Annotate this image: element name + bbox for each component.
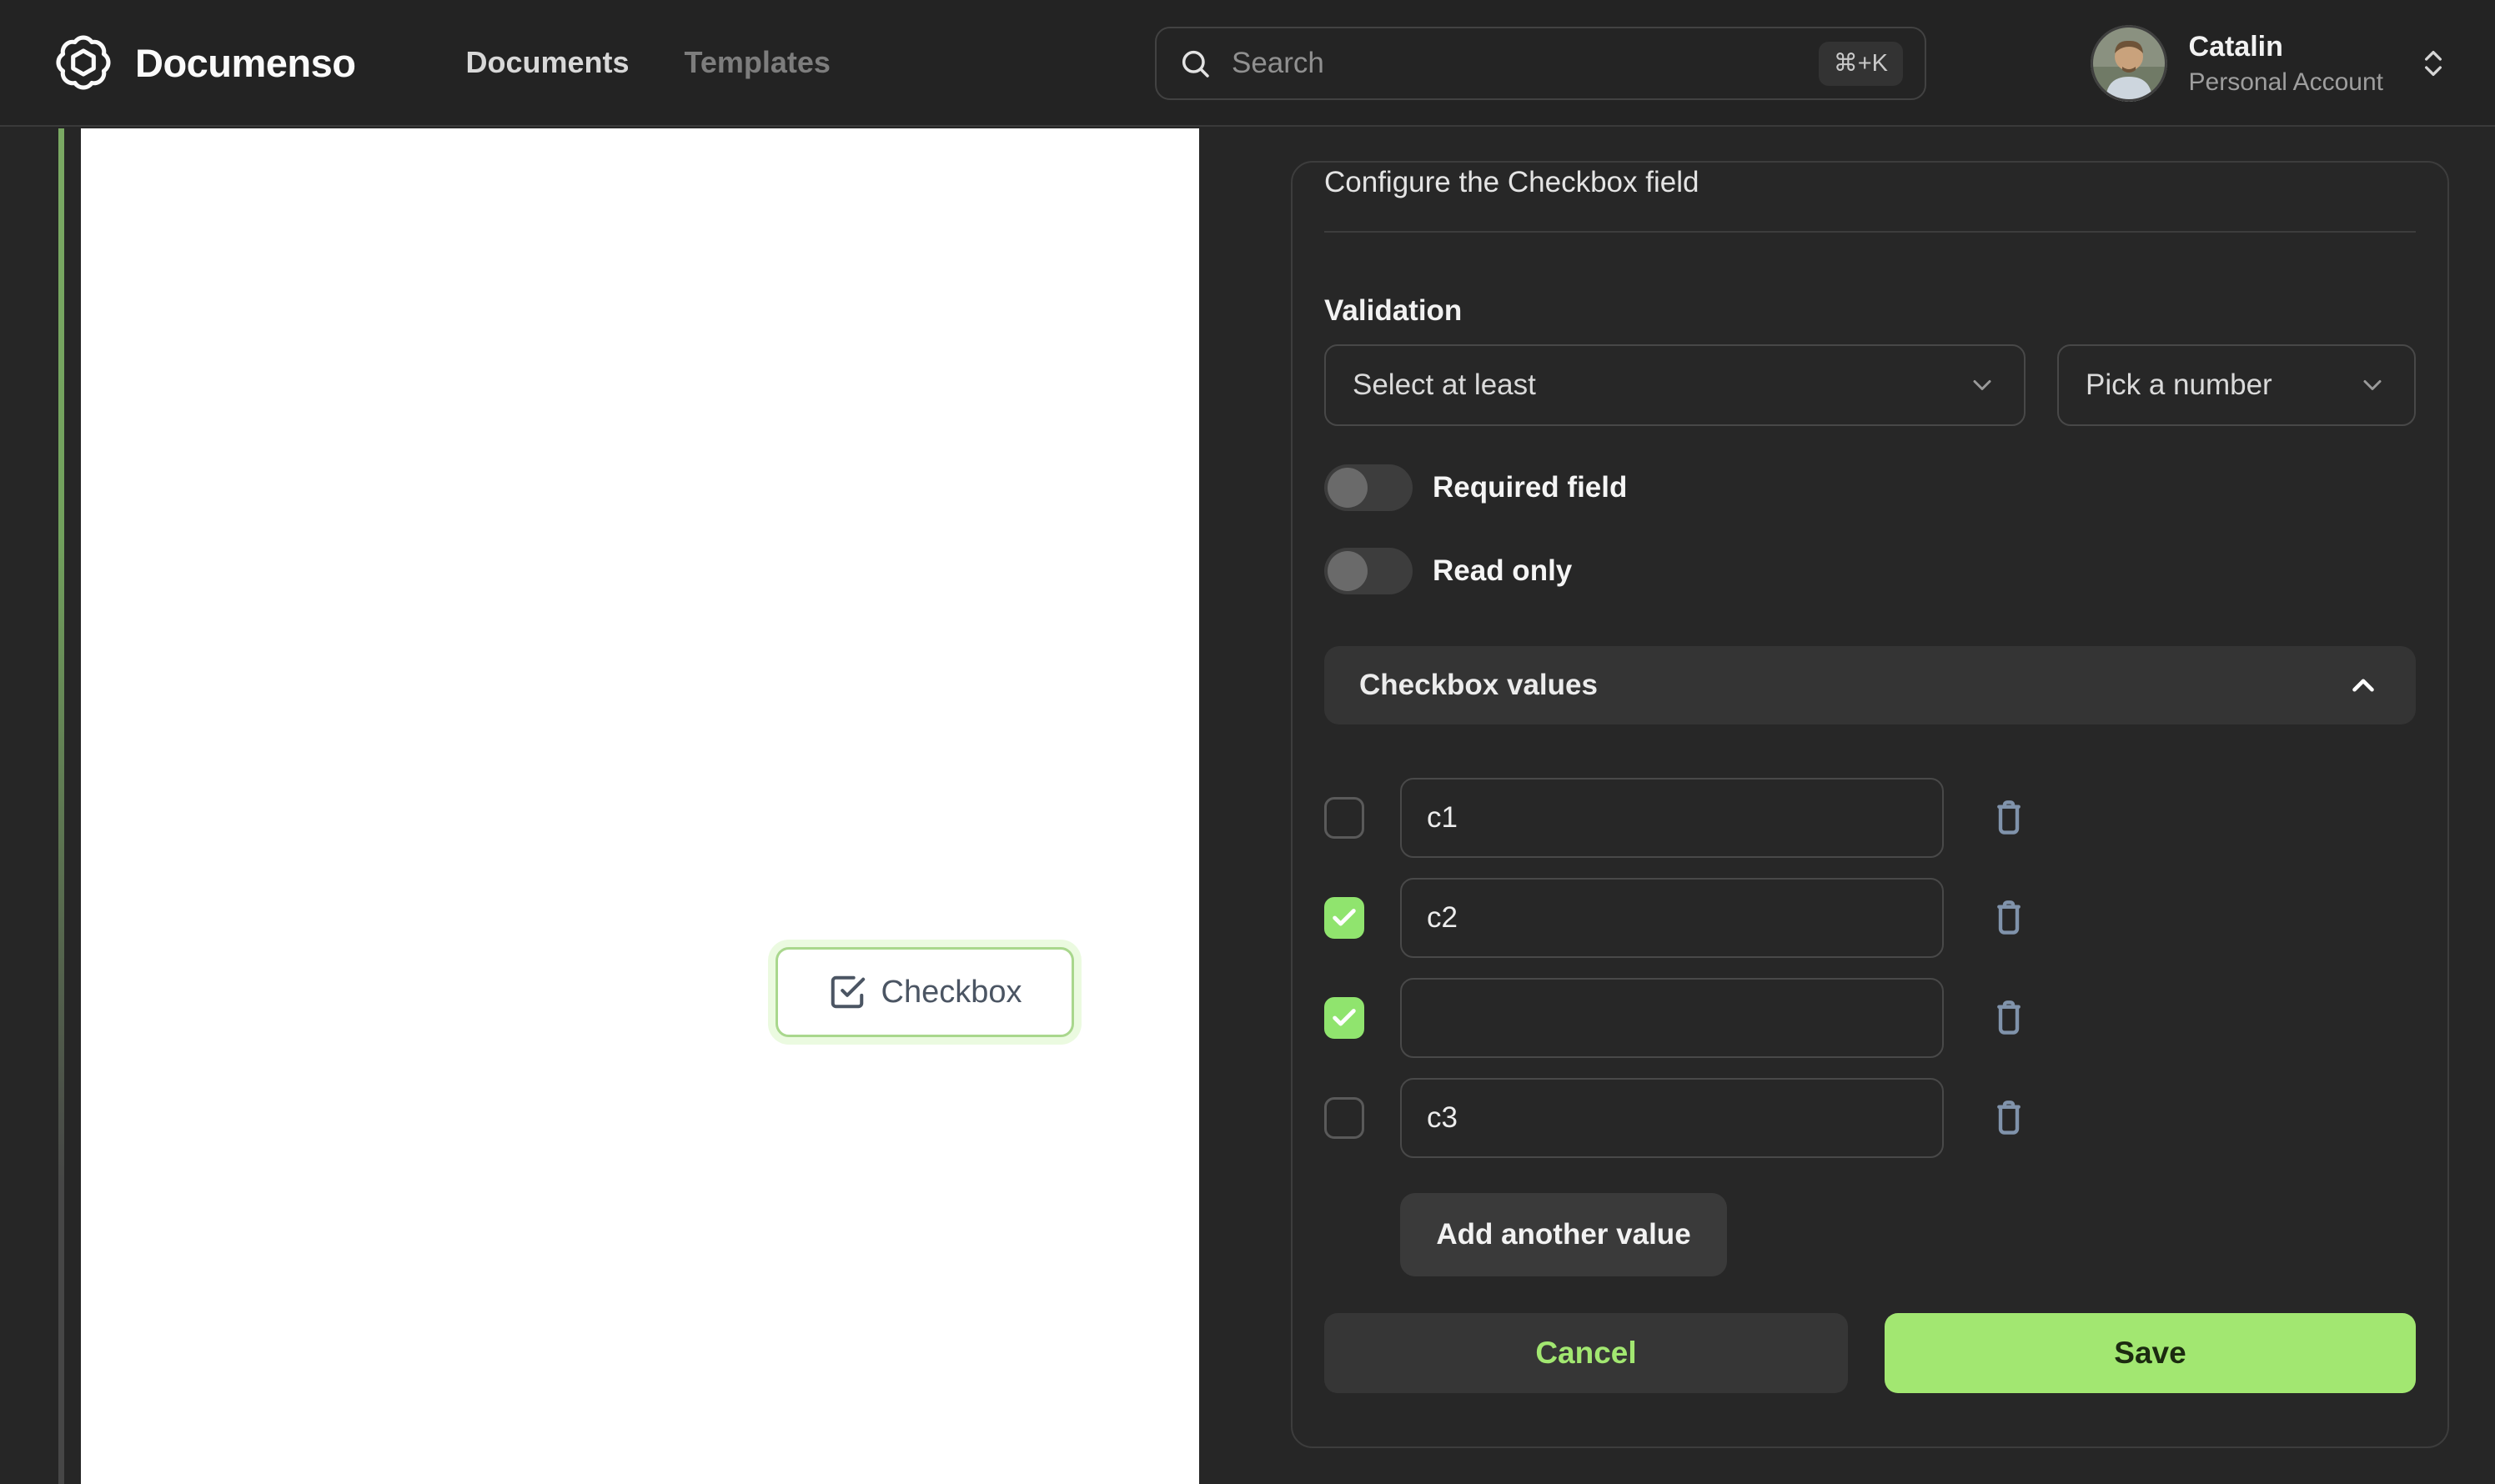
read-only-row: Read only: [1324, 548, 2416, 594]
main-area: Checkbox Configure the Checkbox field Va…: [0, 128, 2495, 1484]
document-page: [81, 128, 1199, 1484]
chevron-down-icon: [1967, 370, 1997, 400]
toggle-knob: [1328, 468, 1368, 508]
checkbox-values-header[interactable]: Checkbox values: [1324, 646, 2416, 724]
add-another-value-button[interactable]: Add another value: [1400, 1193, 1727, 1276]
avatar: [2090, 25, 2167, 102]
value-checkbox[interactable]: [1324, 997, 1364, 1039]
validation-number-select[interactable]: Pick a number: [2057, 344, 2416, 426]
read-only-label: Read only: [1433, 554, 1573, 587]
trash-icon[interactable]: [1988, 1097, 2030, 1139]
save-button[interactable]: Save: [1885, 1313, 2416, 1393]
chevron-down-icon: [2357, 370, 2387, 400]
cancel-button[interactable]: Cancel: [1324, 1313, 1848, 1393]
account-type: Personal Account: [2188, 68, 2383, 96]
value-checkbox[interactable]: [1324, 797, 1364, 839]
chevron-up-icon: [2346, 668, 2381, 703]
validation-selects: Select at least Pick a number: [1324, 344, 2416, 426]
validation-number-value: Pick a number: [2086, 368, 2272, 401]
trash-icon[interactable]: [1988, 897, 2030, 939]
brand-name: Documenso: [135, 40, 356, 85]
checkbox-values-list: [1324, 778, 2416, 1158]
account-name: Catalin: [2188, 30, 2283, 63]
checkbox-value-row: [1324, 1078, 2416, 1158]
divider: [1324, 231, 2416, 233]
value-checkbox[interactable]: [1324, 1097, 1364, 1139]
nav-link-templates[interactable]: Templates: [684, 45, 831, 79]
value-input[interactable]: [1400, 978, 1944, 1058]
required-field-toggle[interactable]: [1324, 464, 1413, 511]
trash-icon[interactable]: [1988, 997, 2030, 1039]
search-input[interactable]: [1232, 47, 1819, 80]
field-label: Checkbox: [881, 974, 1022, 1010]
checkbox-field-on-document[interactable]: Checkbox: [776, 947, 1074, 1037]
panel-title: Configure the Checkbox field: [1324, 166, 1699, 198]
value-input[interactable]: [1400, 878, 1944, 958]
checkbox-value-row: [1324, 878, 2416, 958]
search-bar[interactable]: ⌘+K: [1155, 27, 1926, 100]
checkbox-value-row: [1324, 778, 2416, 858]
search-shortcut-badge: ⌘+K: [1818, 41, 1903, 86]
value-input[interactable]: [1400, 1078, 1944, 1158]
required-field-row: Required field: [1324, 464, 2416, 511]
nav-links: Documents Templates: [466, 45, 831, 80]
search-icon: [1178, 47, 1212, 80]
brand[interactable]: Documenso: [53, 33, 356, 93]
check-square-icon: [828, 973, 866, 1011]
value-input[interactable]: [1400, 778, 1944, 858]
value-checkbox[interactable]: [1324, 897, 1364, 939]
page-accent-line: [58, 128, 64, 1484]
documenso-logo-icon: [53, 33, 113, 93]
panel-actions: Cancel Save: [1324, 1313, 2416, 1393]
trash-icon[interactable]: [1988, 797, 2030, 839]
toggle-knob: [1328, 551, 1368, 591]
validation-rule-value: Select at least: [1353, 368, 1536, 401]
account-menu[interactable]: Catalin Personal Account: [2090, 0, 2450, 127]
checkbox-values-title: Checkbox values: [1359, 669, 1598, 701]
top-navbar: Documenso Documents Templates ⌘+K: [0, 0, 2495, 127]
read-only-toggle[interactable]: [1324, 548, 1413, 594]
required-field-label: Required field: [1433, 471, 1628, 504]
nav-link-documents[interactable]: Documents: [465, 45, 630, 79]
validation-label: Validation: [1324, 294, 1463, 327]
checkbox-value-row: [1324, 978, 2416, 1058]
validation-rule-select[interactable]: Select at least: [1324, 344, 2026, 426]
chevrons-up-down-icon: [2417, 47, 2450, 80]
configure-field-panel: Configure the Checkbox field Validation …: [1291, 161, 2449, 1448]
account-texts: Catalin Personal Account: [2189, 31, 2383, 97]
